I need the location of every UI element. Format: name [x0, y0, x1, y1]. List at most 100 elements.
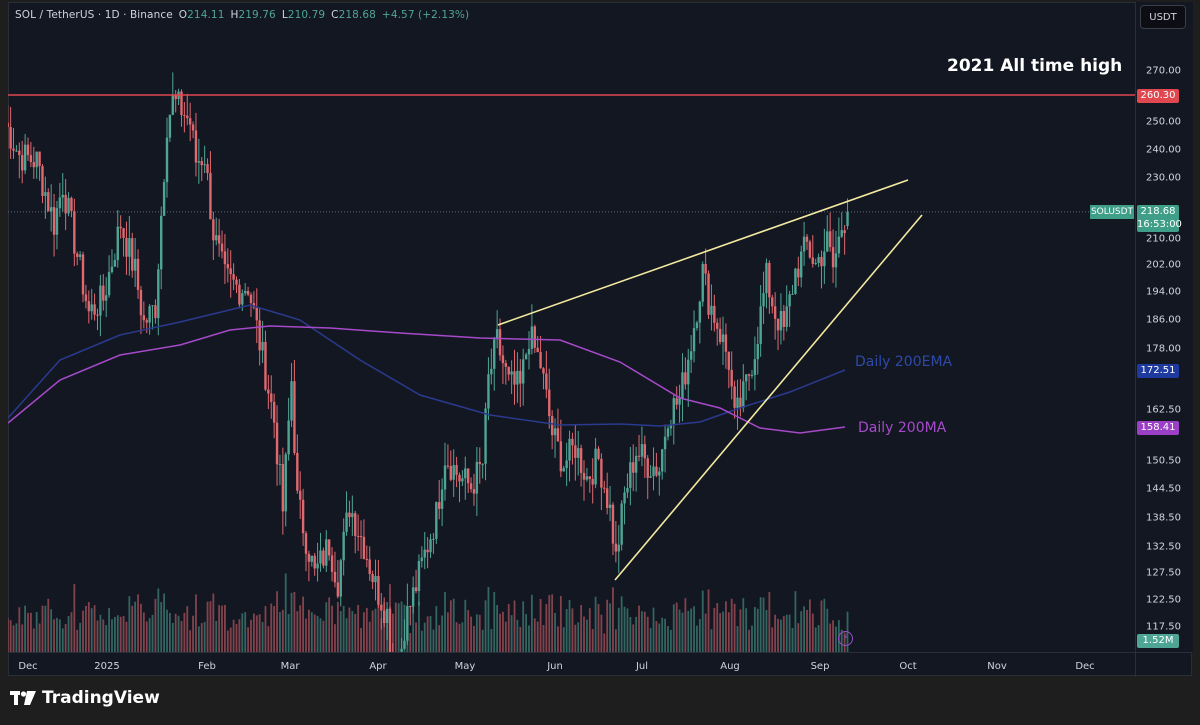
- candle-body: [78, 254, 82, 257]
- candle-body: [765, 262, 768, 294]
- candle-body: [701, 263, 704, 302]
- candle-body: [49, 207, 53, 212]
- volume-bar: [658, 623, 661, 652]
- candlestick-chart[interactable]: [8, 2, 1135, 652]
- volume-bar: [215, 620, 218, 652]
- candle-body: [385, 608, 389, 623]
- candle-body: [272, 401, 276, 423]
- volume-bar: [736, 626, 739, 652]
- volume-bar: [255, 615, 258, 652]
- volume-bar: [296, 611, 299, 652]
- price-tick: 138.50: [1146, 512, 1181, 524]
- time-axis[interactable]: Dec 2025 Feb Mar Apr May Jun Jul Aug Sep Oct Nov Dec: [8, 652, 1192, 677]
- candle-body: [223, 251, 227, 265]
- volume-bar: [473, 626, 475, 652]
- lightning-icon[interactable]: ⚡: [838, 631, 853, 646]
- candle-body: [96, 314, 99, 316]
- currency-button[interactable]: USDT: [1140, 5, 1186, 29]
- price-tick: 122.50: [1146, 594, 1181, 606]
- candle-body: [464, 468, 467, 479]
- volume-bar: [452, 598, 455, 652]
- candle-body: [637, 455, 641, 457]
- candle-body: [70, 197, 73, 212]
- upper-trendline[interactable]: [497, 179, 909, 326]
- candle-body: [249, 294, 253, 304]
- candle-body: [788, 294, 791, 307]
- candle-body: [695, 322, 699, 329]
- volume-bar: [475, 614, 478, 652]
- candle-body: [345, 512, 348, 532]
- volume-bar: [687, 610, 690, 652]
- candle-body: [724, 334, 728, 352]
- candle-body: [174, 95, 177, 100]
- candle-body: [545, 373, 548, 390]
- candle-body: [151, 305, 154, 307]
- candle-body: [73, 211, 76, 254]
- candle-body: [133, 258, 137, 271]
- volume-bar: [197, 626, 200, 652]
- candle-body: [762, 293, 765, 307]
- ma-annotation: Daily 200MA: [858, 420, 947, 436]
- volume-bar: [145, 621, 148, 652]
- candle-body: [675, 398, 678, 405]
- volume-bar: [510, 615, 513, 652]
- volume-bar: [502, 611, 504, 652]
- time-tick: Dec: [18, 661, 38, 672]
- chart-plot-area[interactable]: [8, 2, 1135, 652]
- candle-body: [58, 197, 62, 209]
- candle-body: [330, 555, 334, 572]
- candle-body: [493, 339, 496, 369]
- volume-bar: [470, 616, 472, 652]
- candle-body: [843, 230, 846, 234]
- volume-bar: [803, 606, 805, 652]
- candle-body: [162, 182, 166, 216]
- candle-body: [327, 539, 331, 556]
- candle-body: [646, 458, 649, 478]
- volume-bar: [183, 612, 186, 652]
- candle-body: [840, 230, 843, 237]
- candle-body: [611, 504, 615, 544]
- candle-body: [475, 461, 479, 494]
- candle-body: [501, 355, 505, 364]
- candle-body: [423, 549, 426, 558]
- volume-bar: [444, 591, 446, 652]
- volume-bar: [238, 619, 241, 652]
- candle-body: [296, 452, 299, 491]
- volume-bar: [15, 623, 18, 652]
- volume-bar: [612, 587, 614, 652]
- volume-bar: [93, 605, 96, 652]
- candle-body: [817, 256, 820, 264]
- candle-body: [322, 550, 325, 566]
- candle-body: [823, 251, 826, 267]
- volume-bar: [568, 600, 571, 652]
- volume-bar: [284, 573, 287, 652]
- candle-body: [362, 536, 366, 559]
- candle-body: [718, 328, 722, 342]
- volume-bar: [684, 598, 687, 652]
- candle-body: [15, 150, 18, 152]
- volume-bar: [626, 608, 629, 652]
- price-axis[interactable]: [1135, 2, 1193, 652]
- candle-body: [139, 289, 143, 316]
- candle-body: [128, 238, 131, 257]
- volume-bar: [56, 617, 58, 652]
- volume-bar: [9, 620, 12, 652]
- volume-bar: [635, 616, 638, 652]
- volume-bar: [418, 601, 420, 652]
- volume-bar: [325, 602, 328, 652]
- candle-body: [747, 374, 751, 376]
- volume-bar: [90, 608, 93, 652]
- volume-bar: [235, 623, 238, 652]
- candle-body: [649, 476, 652, 478]
- candle-body: [539, 352, 542, 369]
- candle-body: [594, 448, 597, 485]
- candle-body: [452, 465, 455, 480]
- price-tick: 230.00: [1146, 172, 1181, 184]
- lower-trendline[interactable]: [614, 214, 923, 581]
- volume-bar: [82, 610, 84, 652]
- volume-bar: [334, 624, 336, 652]
- volume-bar: [137, 594, 139, 652]
- volume-bar: [322, 620, 325, 652]
- candle-body: [510, 371, 513, 375]
- candle-body: [403, 640, 406, 649]
